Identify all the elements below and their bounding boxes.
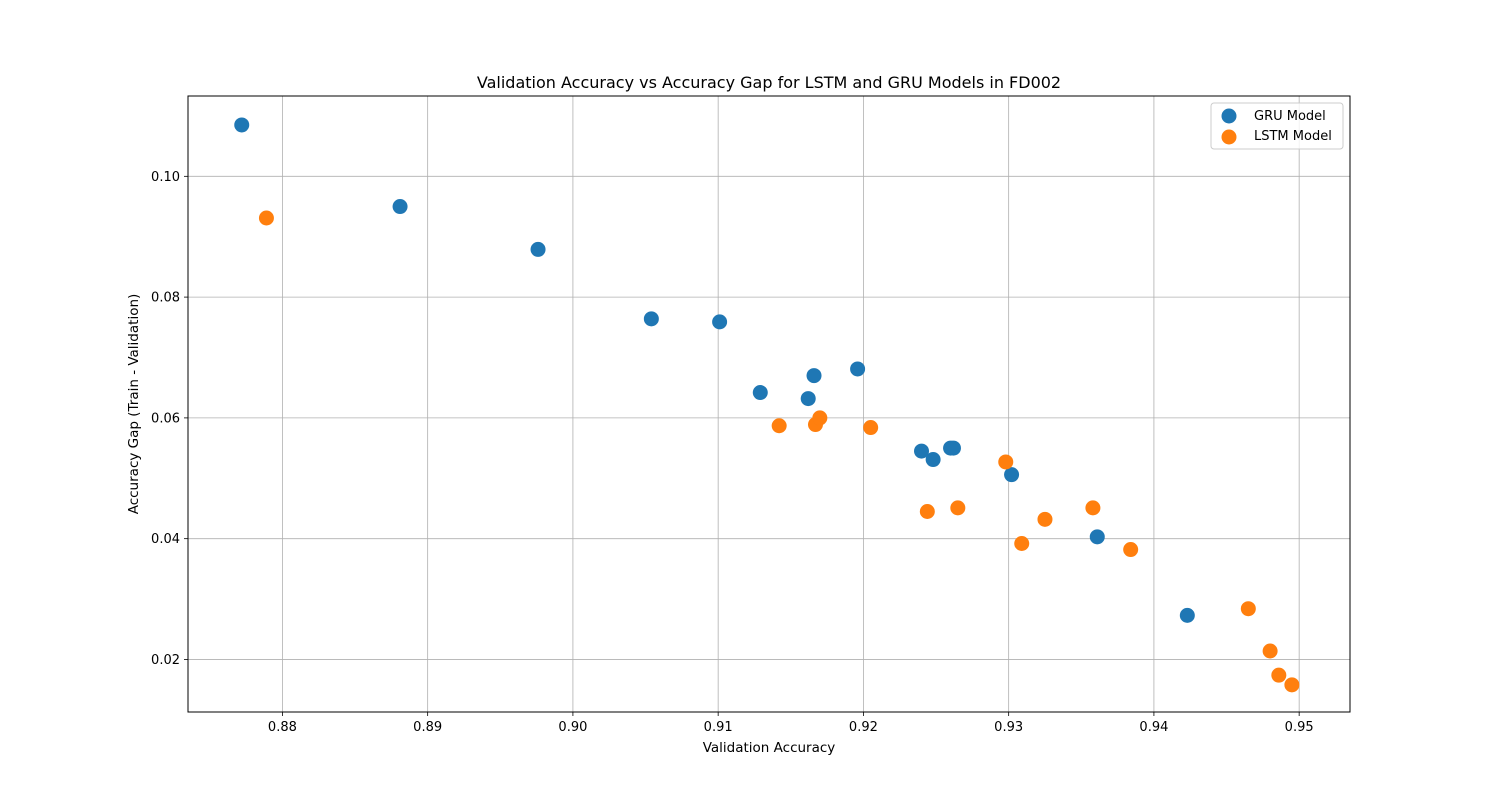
x-tick-label: 0.89 — [413, 720, 442, 735]
lstm-series — [258, 210, 1300, 693]
legend-marker-gru — [1221, 108, 1237, 124]
gru-data-point — [945, 440, 961, 456]
x-axis-ticks: 0.88 0.89 0.90 0.91 0.92 0.93 0.94 0.95 — [268, 712, 1314, 735]
y-tick-label: 0.06 — [151, 411, 180, 426]
x-tick-label: 0.94 — [1139, 720, 1168, 735]
lstm-data-point — [258, 210, 274, 226]
gru-data-point — [712, 314, 728, 330]
lstm-data-point — [919, 503, 935, 519]
grid-lines — [188, 96, 1350, 712]
y-axis-ticks: 0.02 0.04 0.06 0.08 0.10 — [151, 170, 188, 668]
lstm-data-point — [1271, 667, 1287, 683]
legend-marker-lstm — [1221, 129, 1237, 145]
lstm-data-point — [1123, 542, 1139, 558]
y-tick-label: 0.10 — [151, 170, 180, 185]
gru-data-point — [1179, 607, 1195, 623]
lstm-data-point — [812, 410, 828, 426]
legend-label-lstm: LSTM Model — [1254, 129, 1332, 144]
legend-label-gru: GRU Model — [1254, 109, 1326, 124]
lstm-data-point — [1014, 536, 1030, 552]
gru-data-point — [850, 361, 866, 377]
data-points — [234, 117, 1300, 693]
lstm-data-point — [1284, 677, 1300, 693]
x-tick-label: 0.92 — [849, 720, 878, 735]
legend-box — [1210, 102, 1344, 150]
gru-data-point — [1004, 467, 1020, 483]
gru-data-point — [800, 391, 816, 407]
gru-data-point — [392, 199, 408, 215]
x-tick-label: 0.91 — [704, 720, 733, 735]
chart-title: Validation Accuracy vs Accuracy Gap for … — [477, 73, 1061, 92]
x-tick-label: 0.88 — [268, 720, 297, 735]
gru-data-point — [752, 385, 768, 401]
x-tick-label: 0.93 — [994, 720, 1023, 735]
lstm-data-point — [1240, 601, 1256, 617]
x-tick-label: 0.95 — [1285, 720, 1314, 735]
lstm-data-point — [998, 454, 1014, 470]
gru-data-point — [806, 368, 822, 384]
x-tick-label: 0.90 — [558, 720, 587, 735]
lstm-data-point — [1085, 500, 1101, 516]
lstm-data-point — [950, 500, 966, 516]
x-axis-label: Validation Accuracy — [703, 740, 836, 756]
y-tick-label: 0.02 — [151, 653, 180, 668]
gru-data-point — [914, 443, 930, 459]
lstm-data-point — [771, 418, 787, 434]
gru-data-point — [925, 452, 941, 468]
gru-data-point — [1089, 529, 1105, 545]
lstm-data-point — [863, 420, 879, 436]
y-tick-label: 0.04 — [151, 532, 180, 547]
y-tick-label: 0.08 — [151, 291, 180, 306]
gru-data-point — [643, 311, 659, 327]
lstm-data-point — [1262, 643, 1278, 659]
plot-area-frame — [187, 95, 1351, 713]
gru-series — [234, 117, 1195, 623]
gru-data-point — [530, 241, 546, 257]
legend: GRU Model LSTM Model — [1210, 102, 1344, 150]
y-axis-label: Accuracy Gap (Train - Validation) — [126, 294, 142, 515]
gru-data-point — [234, 117, 250, 133]
lstm-data-point — [1037, 511, 1053, 527]
